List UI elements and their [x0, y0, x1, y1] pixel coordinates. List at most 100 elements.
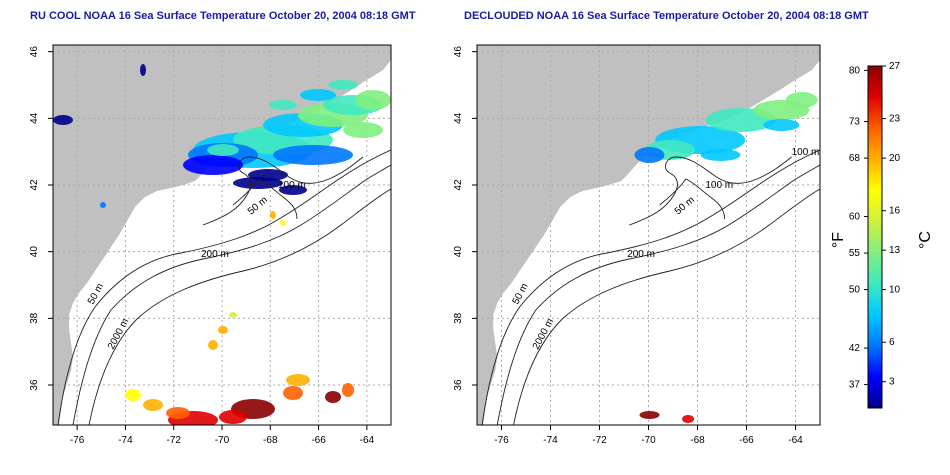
celsius-tick-label: 16: [889, 206, 901, 217]
sst-patch: [682, 415, 695, 423]
lat-tick-label: 44: [453, 112, 464, 124]
lon-tick-label: -74: [543, 435, 558, 446]
bathymetry-contour: [72, 164, 391, 425]
bathymetry-contour: [202, 156, 364, 226]
sst-patch: [218, 326, 228, 334]
sst-patch: [208, 340, 218, 350]
sst-patch: [125, 389, 141, 401]
sst-patch: [143, 399, 163, 411]
bathymetry-contour: [629, 156, 792, 226]
sst-patch: [328, 80, 358, 90]
contour-label: 100 m: [278, 180, 306, 191]
celsius-tick-label: 13: [889, 245, 901, 256]
bathymetry-contour: [88, 188, 391, 425]
sst-patch: [233, 177, 283, 189]
contour-label: 100 m: [705, 180, 733, 191]
bay: [89, 295, 101, 315]
lat-tick-label: 36: [29, 379, 40, 391]
lon-tick-label: -68: [263, 435, 278, 446]
lon-tick-label: -76: [70, 435, 85, 446]
bay: [513, 295, 526, 315]
lon-tick-label: -70: [215, 435, 230, 446]
bathymetry-contour: [659, 178, 726, 220]
fahrenheit-tick-label: 37: [849, 380, 861, 391]
celsius-tick-label: 3: [889, 377, 895, 388]
land: [53, 45, 391, 425]
sst-patch: [219, 410, 247, 424]
bathymetry-contour: [481, 149, 820, 425]
lon-tick-label: -72: [592, 435, 607, 446]
sst-patch: [342, 383, 354, 397]
land: [477, 45, 820, 425]
sst-patch: [634, 147, 665, 163]
celsius-tick-label: 23: [889, 114, 901, 125]
lat-tick-label: 38: [453, 312, 464, 324]
contour-label: 200 m: [627, 249, 655, 260]
lon-tick-label: -70: [641, 435, 656, 446]
fahrenheit-tick-label: 50: [849, 285, 861, 296]
sst-patch: [273, 145, 353, 165]
bathymetry-contour: [232, 178, 298, 220]
fahrenheit-tick-label: 68: [849, 153, 861, 164]
celsius-tick-label: 10: [889, 285, 901, 296]
bathymetry-contour: [57, 149, 391, 425]
sst-patch: [140, 64, 146, 76]
contour-label: 200 m: [201, 249, 229, 260]
bathymetry-contour: [496, 164, 820, 425]
lat-tick-label: 36: [453, 379, 464, 391]
lat-tick-label: 40: [453, 246, 464, 258]
lon-tick-label: -68: [690, 435, 705, 446]
sst-patch: [279, 185, 307, 195]
lat-tick-label: 44: [29, 112, 40, 124]
sst-patch: [286, 374, 310, 386]
lon-tick-label: -74: [118, 435, 133, 446]
left-panel-title: RU COOL NOAA 16 Sea Surface Temperature …: [30, 10, 416, 22]
sst-patch: [300, 89, 336, 101]
celsius-tick-label: 20: [889, 153, 901, 164]
lon-tick-label: -64: [788, 435, 803, 446]
sst-patch: [53, 115, 73, 125]
lat-tick-label: 42: [453, 179, 464, 191]
celsius-tick-label: 6: [889, 337, 895, 348]
fahrenheit-tick-label: 60: [849, 212, 861, 223]
sst-patch: [269, 100, 297, 110]
fahrenheit-unit-label: °F: [830, 232, 847, 248]
sst-patch: [183, 155, 243, 175]
temperature-colorbar: 80 73 68 60 55 50 42 37 27 23 20 16 13 10 6 3 °F °C: [830, 61, 934, 409]
sst-patch: [166, 407, 190, 419]
lat-tick-label: 38: [29, 312, 40, 324]
lon-tick-label: -76: [494, 435, 509, 446]
sst-patch: [270, 211, 276, 219]
contour-label: 100 m: [792, 147, 820, 158]
celsius-unit-label: °C: [917, 231, 934, 249]
sst-patch: [343, 122, 383, 138]
sst-patch: [639, 411, 660, 419]
lat-tick-label: 42: [29, 179, 40, 191]
lon-tick-label: -66: [311, 435, 326, 446]
lat-tick-label: 46: [29, 46, 40, 58]
sst-patch: [229, 312, 237, 318]
bathymetry-contour: [513, 188, 820, 425]
sst-patch: [207, 144, 239, 156]
lat-tick-label: 40: [29, 246, 40, 258]
fahrenheit-tick-label: 42: [849, 343, 861, 354]
fahrenheit-tick-label: 55: [849, 248, 861, 259]
celsius-tick-label: 27: [889, 61, 901, 72]
sst-patch: [785, 92, 818, 108]
sst-patch: [283, 386, 303, 400]
sst-patch: [355, 90, 391, 110]
colorbar-bar: [867, 65, 883, 409]
lon-tick-label: -72: [166, 435, 181, 446]
sst-patch: [325, 391, 341, 403]
sst-patch: [763, 119, 800, 131]
lon-tick-label: -66: [739, 435, 754, 446]
lat-tick-label: 46: [453, 46, 464, 58]
sst-patch: [100, 202, 106, 208]
sst-patch: [280, 220, 286, 226]
sst-patch: [700, 149, 741, 161]
right-panel-title: DECLOUDED NOAA 16 Sea Surface Temperatur…: [464, 10, 869, 22]
fahrenheit-tick-label: 73: [849, 117, 861, 128]
